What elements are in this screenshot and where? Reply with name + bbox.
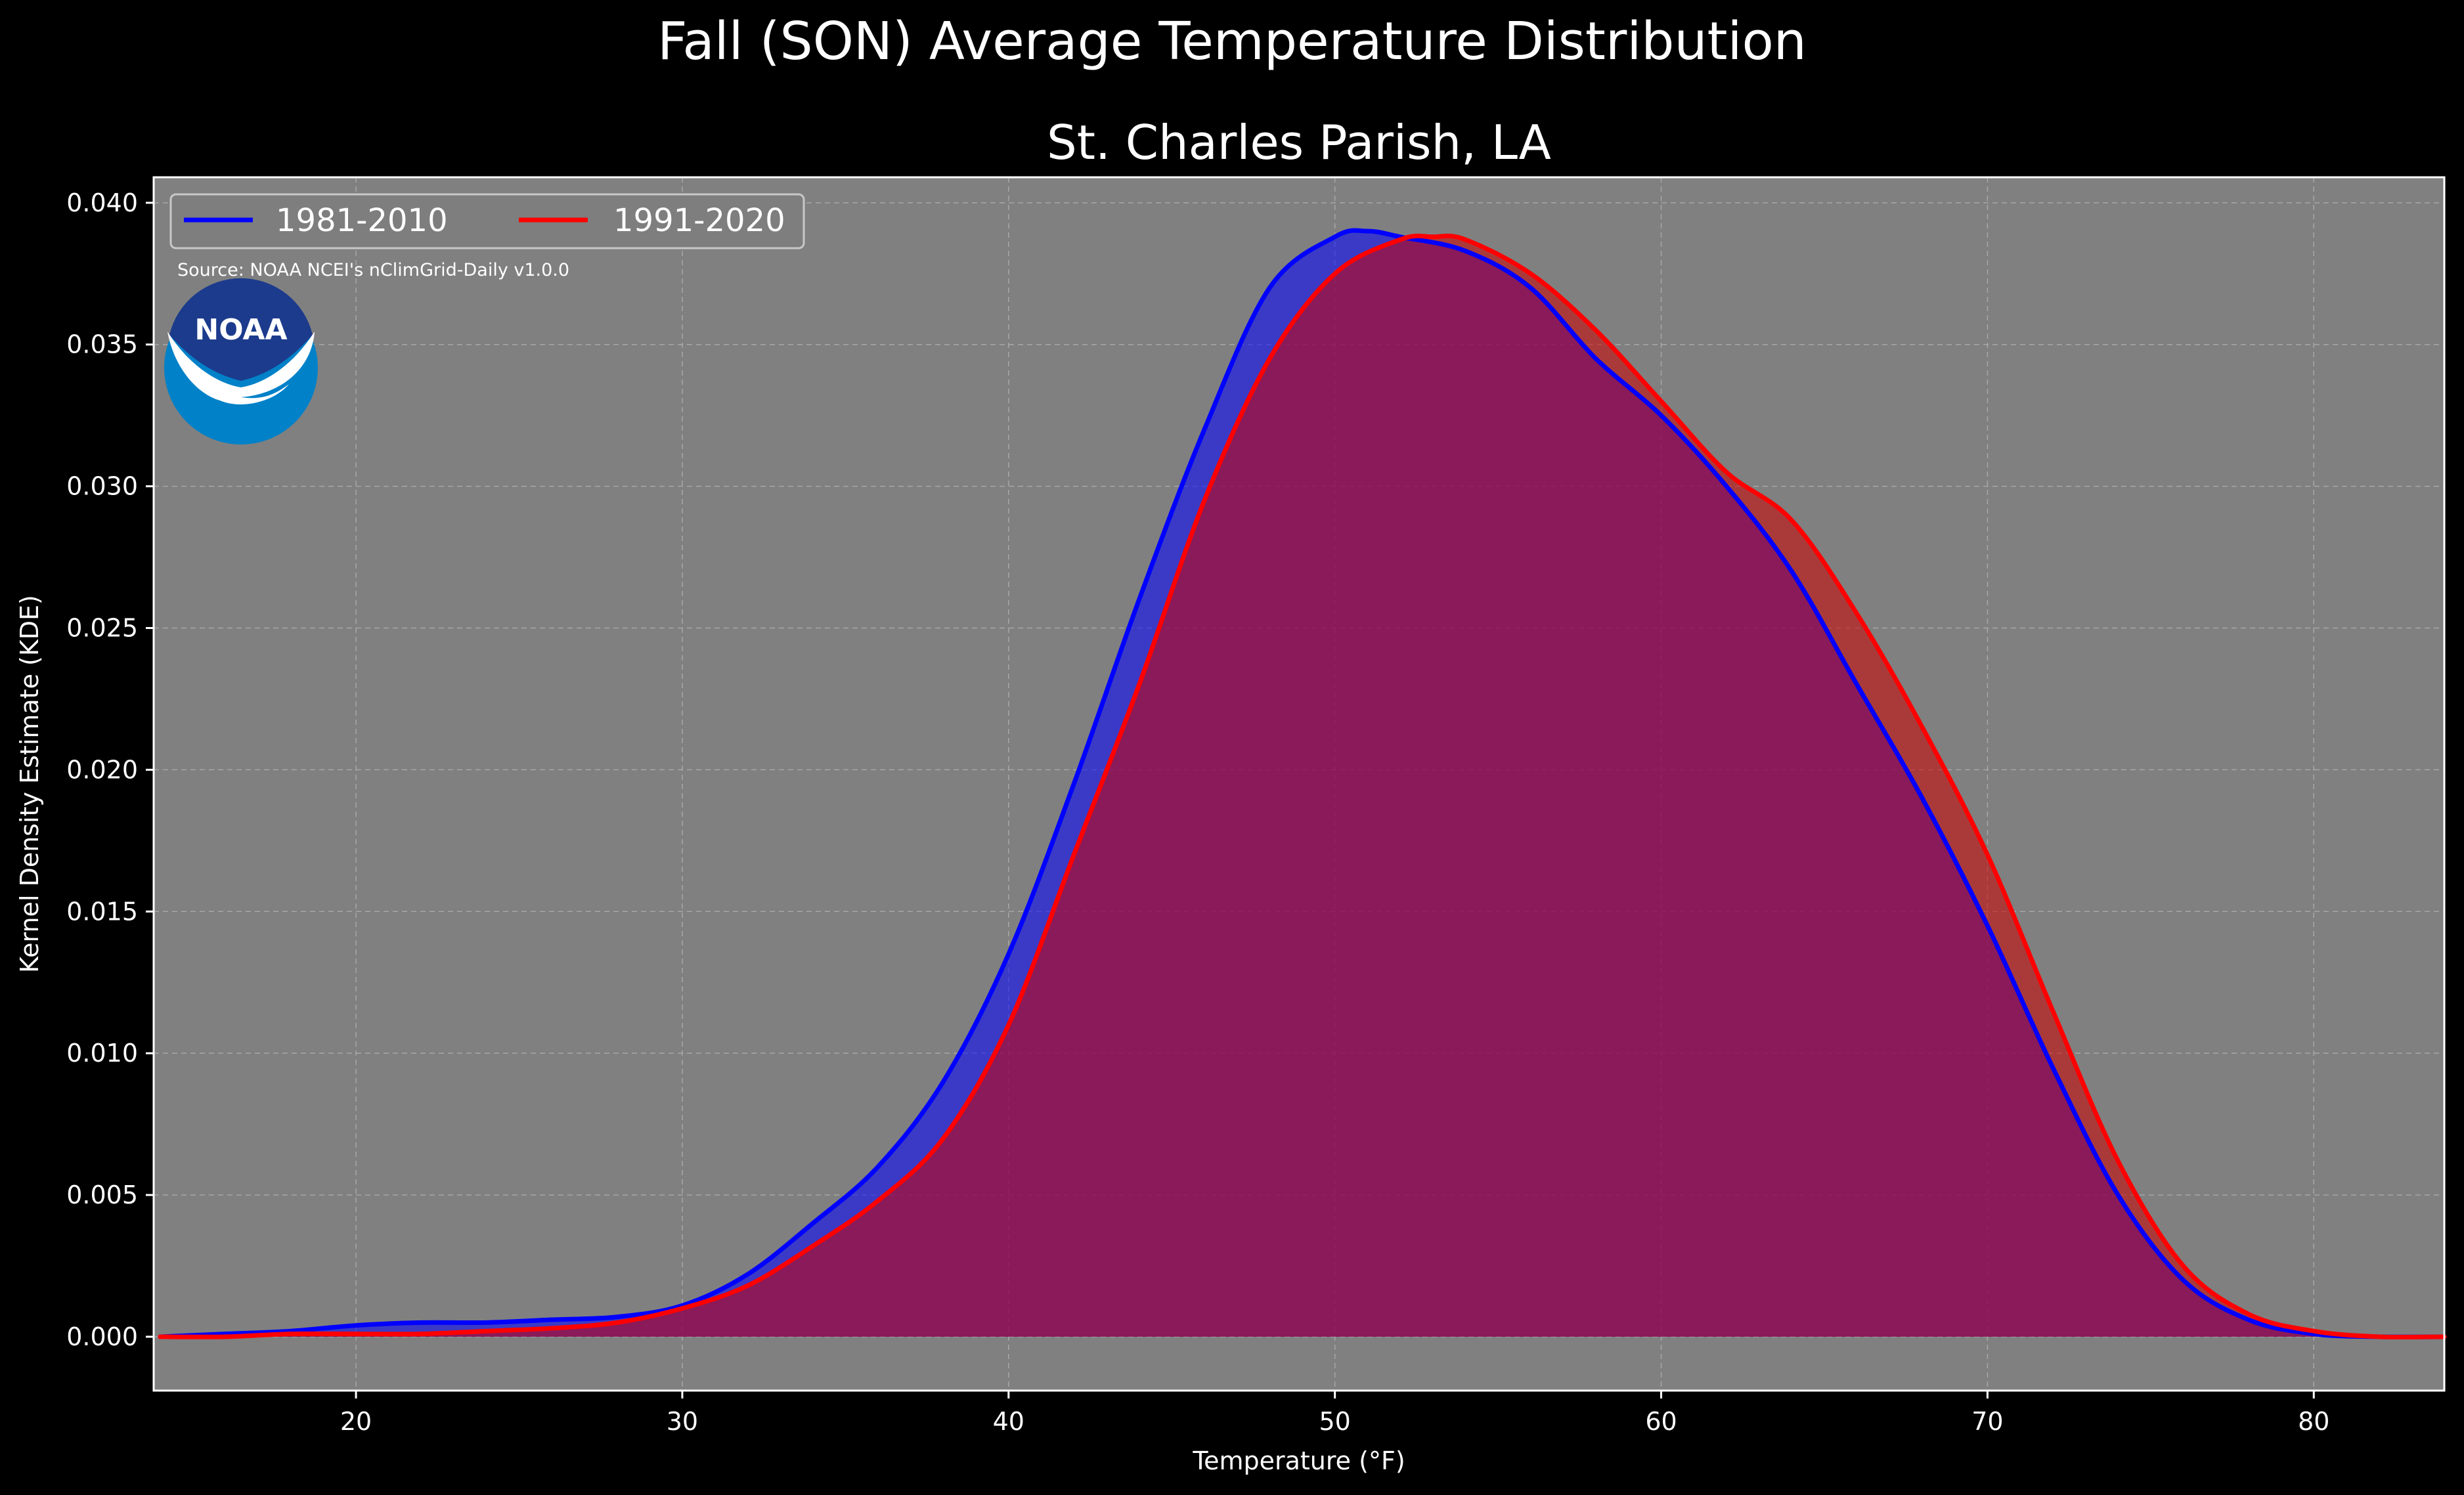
series-fills <box>160 230 2445 1337</box>
series-line-1981-2010 <box>158 228 2447 1339</box>
y-tick-label: 0.025 <box>66 614 138 643</box>
x-tick-label: 20 <box>340 1407 372 1436</box>
y-axis-ticks: 0.000 0.005 0.010 0.015 0.020 0.025 0.030 0.035… <box>66 188 154 1351</box>
y-tick-label: 0.020 <box>66 755 138 784</box>
legend-frame <box>169 193 805 249</box>
noaa-logo: NOAA <box>164 278 318 444</box>
y-tick-label: 0.005 <box>66 1181 138 1209</box>
y-tick-label: 0.040 <box>66 188 138 217</box>
x-tick-label: 50 <box>1319 1407 1350 1436</box>
source-note: Source: NOAA NCEI's nClimGrid-Daily v1.0… <box>177 260 569 280</box>
legend-label-1991-2020: 1991-2020 <box>613 202 785 239</box>
y-tick-label: 0.010 <box>66 1039 138 1068</box>
y-tick-label: 0.030 <box>66 472 138 501</box>
noaa-logo-text: NOAA <box>194 313 287 347</box>
y-tick-label: 0.015 <box>66 897 138 926</box>
x-tick-label: 30 <box>667 1407 698 1436</box>
x-tick-label: 70 <box>1971 1407 2003 1436</box>
legend-label-1981-2010: 1981-2010 <box>276 202 448 239</box>
x-tick-label: 40 <box>993 1407 1024 1436</box>
plot-frame <box>152 176 2446 1392</box>
chart-suptitle: Fall (SON) Average Temperature Distribut… <box>657 11 1807 72</box>
y-tick-label: 0.035 <box>66 330 138 359</box>
legend: 1981-2010 1991-2020 <box>169 193 805 249</box>
x-tick-label: 60 <box>1645 1407 1677 1436</box>
chart-title: St. Charles Parish, LA <box>1047 115 1551 170</box>
x-axis-label: Temperature (°F) <box>1192 1446 1405 1475</box>
plot-area: 20 30 40 50 60 70 800.0000.0050.0100.0150.0200… <box>15 176 2447 1475</box>
series-fill-1991-2020 <box>160 236 2445 1337</box>
series-line-1991-2020 <box>158 233 2447 1340</box>
x-axis-ticks: 20 30 40 50 60 70 80 <box>340 1391 2329 1436</box>
series-lines <box>158 228 2447 1340</box>
y-tick-label: 0.000 <box>66 1322 138 1351</box>
noaa-logo-inner-dome <box>169 278 313 381</box>
x-tick-label: 80 <box>2298 1407 2329 1436</box>
noaa-logo-gull <box>167 332 315 404</box>
y-axis-label: Kernel Density Estimate (KDE) <box>15 595 44 973</box>
